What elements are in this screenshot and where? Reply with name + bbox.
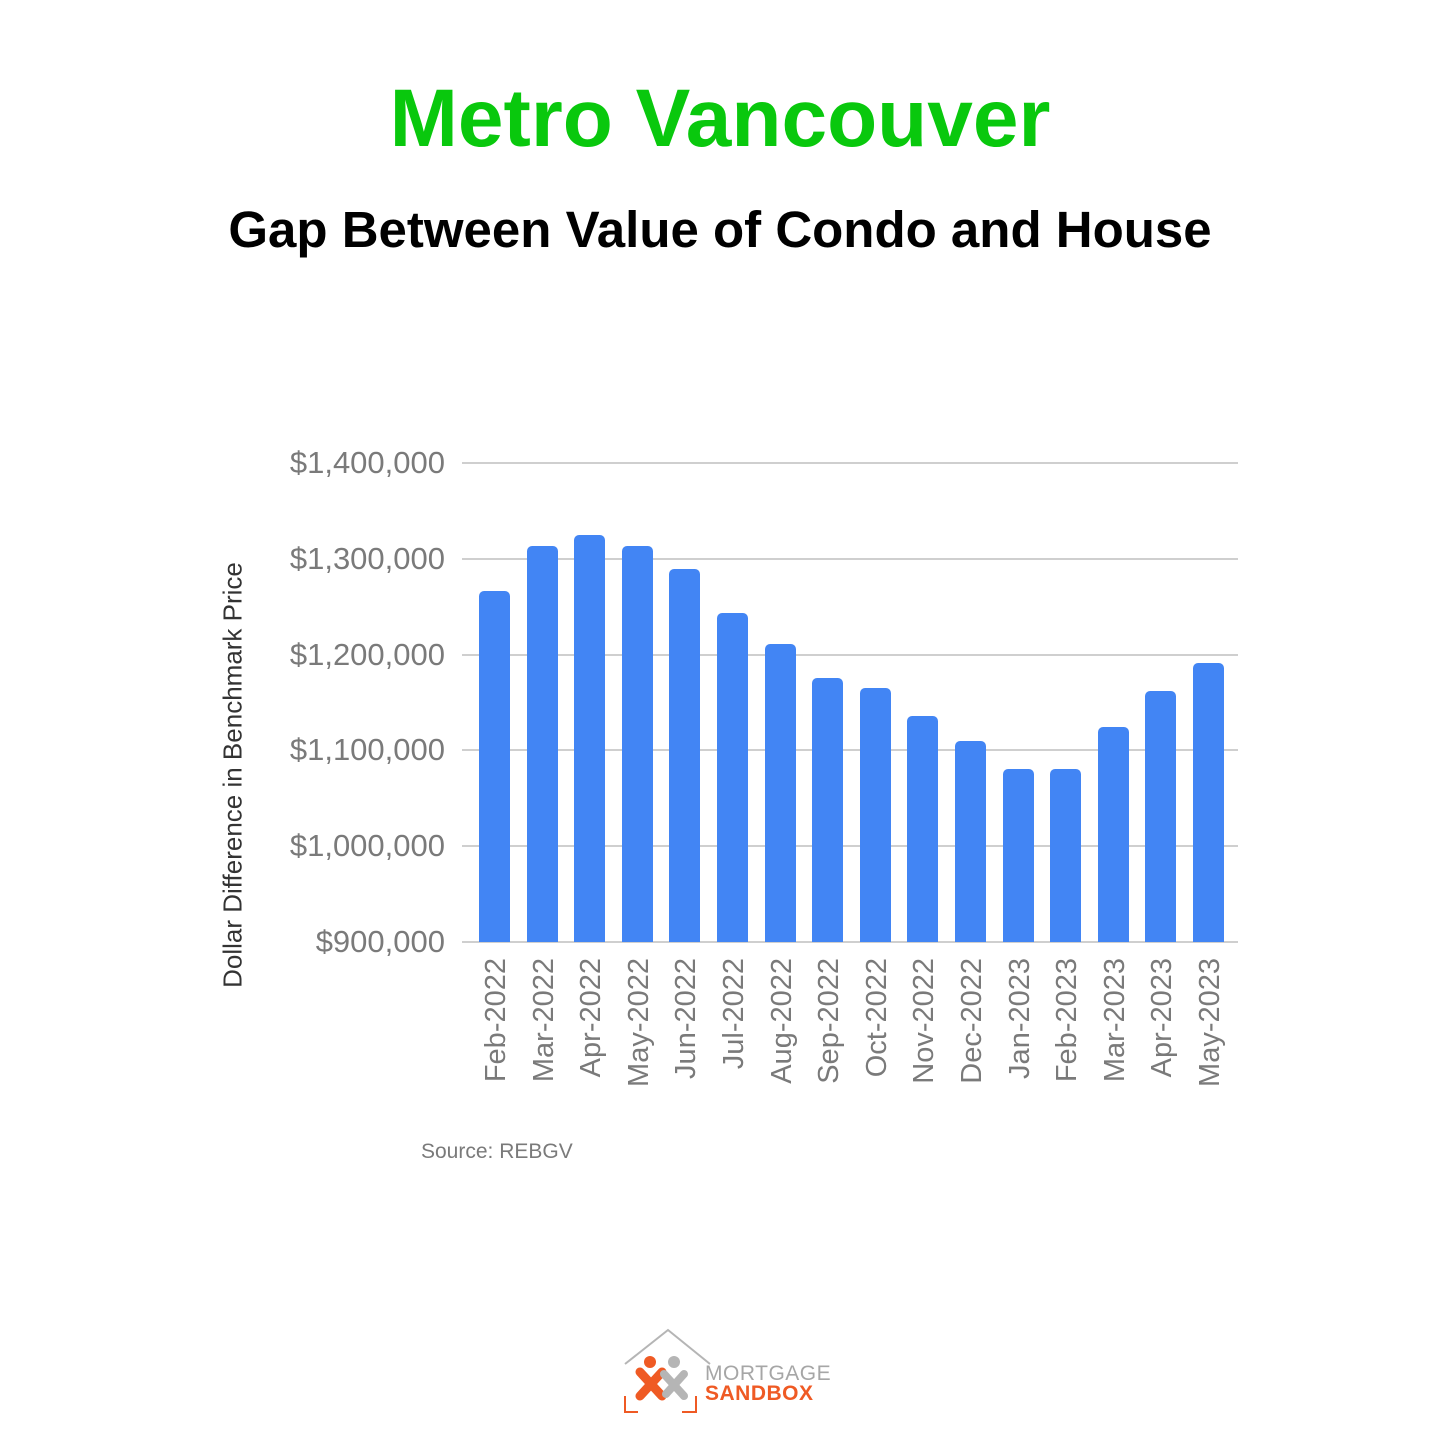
bar <box>621 546 653 942</box>
bar <box>526 546 558 942</box>
x-tick-label: Aug-2022 <box>765 958 798 1084</box>
chart-subtitle: Gap Between Value of Condo and House <box>228 201 1212 258</box>
bar <box>1193 663 1224 942</box>
y-tick-label: $1,000,000 <box>289 828 445 864</box>
x-tick-label: Mar-2023 <box>1098 958 1131 1083</box>
x-tick-label: Nov-2022 <box>908 958 941 1084</box>
y-tick-label: $900,000 <box>315 924 445 959</box>
bar <box>574 534 606 942</box>
x-tick-label: Jul-2022 <box>718 958 750 1070</box>
x-tick-label: Jun-2022 <box>670 958 703 1079</box>
gridline <box>462 749 1238 752</box>
x-tick-label: Sep-2022 <box>813 958 846 1084</box>
x-tick-label: Apr-2023 <box>1146 958 1179 1078</box>
y-tick-label: $1,300,000 <box>289 540 445 576</box>
source-note: Source: REBGV <box>421 1140 573 1163</box>
bar <box>1097 727 1129 942</box>
bar <box>1002 768 1034 942</box>
bar <box>669 569 701 942</box>
bar <box>812 677 844 942</box>
gridline <box>462 462 1238 464</box>
bar <box>907 715 939 942</box>
gridline <box>462 941 1238 943</box>
gridline <box>462 845 1238 848</box>
x-tick-label: Mar-2022 <box>527 958 560 1083</box>
logo-text-mortgage: MORTGAGE <box>705 1362 832 1385</box>
gridline <box>462 653 1238 656</box>
bar <box>479 591 510 942</box>
x-tick-label: Feb-2023 <box>1051 958 1084 1083</box>
page-title: Metro Vancouver <box>389 73 1051 164</box>
y-tick-label: $1,200,000 <box>289 636 445 672</box>
x-tick-label: Jan-2023 <box>1003 958 1036 1079</box>
bar <box>955 740 986 942</box>
bar <box>764 644 796 942</box>
x-tick-label: Oct-2022 <box>860 958 893 1078</box>
mortgage-sandbox-logo-icon <box>624 1328 711 1413</box>
bar <box>717 613 748 942</box>
y-axis-label: Dollar Difference in Benchmark Price <box>217 562 248 988</box>
x-tick-label: May-2023 <box>1194 958 1226 1087</box>
gridline <box>462 557 1238 560</box>
y-tick-label: $1,400,000 <box>289 445 445 480</box>
bar <box>1050 768 1082 942</box>
y-tick-label: $1,100,000 <box>289 732 445 768</box>
x-tick-label: Feb-2022 <box>480 958 512 1083</box>
bar <box>1145 691 1177 942</box>
x-tick-label: Dec-2022 <box>956 958 988 1084</box>
bar <box>859 688 891 942</box>
x-tick-label: Apr-2022 <box>575 958 608 1078</box>
x-tick-label: May-2022 <box>622 958 655 1087</box>
logo-text-sandbox: SANDBOX <box>705 1382 814 1405</box>
